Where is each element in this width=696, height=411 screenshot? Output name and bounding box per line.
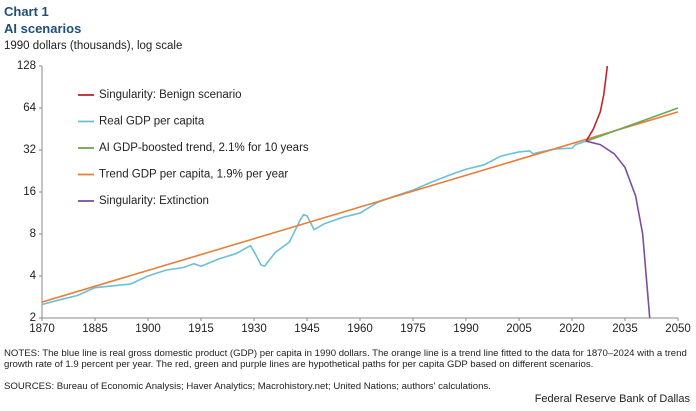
x-tick-label: 1930 xyxy=(241,323,267,335)
footer: Federal Reserve Bank of Dallas xyxy=(534,393,690,405)
y-tick-label: 16 xyxy=(23,186,36,198)
x-tick-label: 1900 xyxy=(135,323,161,335)
legend-label: Trend GDP per capita, 1.9% per year xyxy=(99,169,288,181)
legend-label: Real GDP per capita xyxy=(99,116,205,128)
series-line xyxy=(585,107,679,142)
series-line xyxy=(585,65,609,142)
x-tick-label: 1975 xyxy=(400,323,426,335)
x-tick-label: 2050 xyxy=(665,323,691,335)
legend-label: AI GDP-boosted trend, 2.1% for 10 years xyxy=(99,142,309,154)
series-line xyxy=(42,111,679,303)
x-tick-label: 2005 xyxy=(506,323,532,335)
x-tick-label: 1915 xyxy=(188,323,214,335)
y-tick-label: 4 xyxy=(30,270,37,282)
y-tick-label: 2 xyxy=(30,312,36,324)
legend-label: Singularity: Extinction xyxy=(99,195,209,207)
chart: 2 4 8 16 32 64 128 1870 1885 1900 1915 1930 1945 1960… xyxy=(17,60,691,335)
y-tick-label: 128 xyxy=(17,60,36,72)
y-tick-label: 8 xyxy=(30,228,36,240)
chart-subtitle: AI scenarios xyxy=(4,21,82,36)
x-tick-label: 1945 xyxy=(294,323,320,335)
series-line xyxy=(42,140,587,306)
y-tick-label: 32 xyxy=(23,144,36,156)
sources: SOURCES: Bureau of Economic Analysis; Ha… xyxy=(4,381,491,392)
series-line xyxy=(585,140,651,318)
legend-label: Singularity: Benign scenario xyxy=(99,89,242,101)
chart-title: Chart 1 xyxy=(4,4,49,19)
y-tick-label: 64 xyxy=(23,102,36,114)
x-tick-label: 1990 xyxy=(453,323,479,335)
x-tick-label: 1870 xyxy=(29,323,55,335)
notes: NOTES: The blue line is real gross domes… xyxy=(4,348,687,370)
x-tick-label: 1885 xyxy=(82,323,108,335)
y-axis-label: 1990 dollars (thousands), log scale xyxy=(4,40,183,52)
x-tick-label: 1960 xyxy=(347,323,373,335)
x-tick-label: 2035 xyxy=(612,323,638,335)
x-tick-label: 2020 xyxy=(559,323,585,335)
